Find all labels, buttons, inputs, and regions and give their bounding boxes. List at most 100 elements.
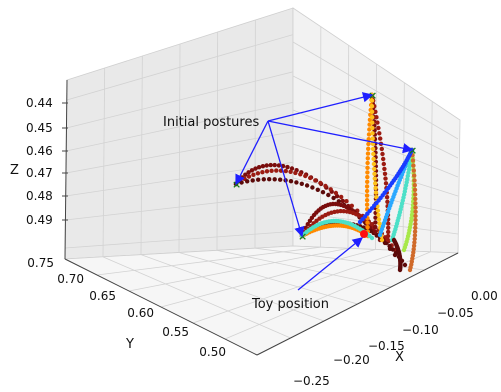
z-axis-label: Z <box>10 163 19 178</box>
trajectory-point <box>369 222 375 227</box>
trajectory-point <box>369 109 375 115</box>
trajectory-point <box>412 173 417 178</box>
trajectory-point <box>344 199 349 204</box>
trajectory-point <box>411 243 417 248</box>
trajectory-point <box>246 174 252 179</box>
grid-line <box>254 247 425 271</box>
trajectory-point <box>382 171 388 176</box>
trajectory-point <box>372 229 378 235</box>
trajectory-point <box>373 220 378 225</box>
trajectory-point <box>364 198 370 203</box>
trajectory-point <box>246 170 251 175</box>
trajectory-point <box>298 172 303 177</box>
trajectory-point <box>333 190 339 196</box>
trajectory-point <box>380 151 385 157</box>
trajectory-point <box>369 104 375 109</box>
trajectory-point <box>373 190 379 195</box>
trajectory-point <box>308 175 313 181</box>
trajectory-point <box>255 171 261 176</box>
trajectory-point <box>376 212 381 218</box>
trajectory-point <box>289 166 295 171</box>
trajectory-point <box>413 221 418 227</box>
trajectory-point <box>365 170 370 175</box>
trajectory-point <box>366 146 371 151</box>
grid-line <box>347 45 350 249</box>
trajectory-point <box>366 141 371 147</box>
x-axis-label: X <box>395 350 404 365</box>
trajectory-point <box>365 179 370 184</box>
trajectory-point <box>412 183 417 188</box>
trajectory-point <box>373 109 378 115</box>
trajectory-point <box>372 176 377 181</box>
annotation-toy-position: Toy position <box>251 297 329 312</box>
y-tick-label: 0.60 <box>127 306 154 320</box>
grid-line <box>140 55 143 255</box>
trajectory-point <box>285 164 290 170</box>
trajectory-point <box>372 171 377 176</box>
trajectory-point <box>402 262 408 268</box>
trajectory-point <box>339 194 344 200</box>
trajectory-point <box>373 225 378 230</box>
trajectory-point <box>381 156 386 162</box>
x-axis-line <box>256 252 459 356</box>
trajectory-point <box>413 201 418 206</box>
trajectory-point <box>413 209 418 214</box>
trajectory-point <box>365 220 370 225</box>
trajectory-point <box>372 166 377 172</box>
trajectory-point <box>288 179 294 184</box>
trajectory-point <box>320 190 326 195</box>
trajectory-point <box>376 125 381 131</box>
trajectory-point <box>411 163 416 168</box>
trajectory-point <box>381 161 386 167</box>
trajectory-point <box>409 212 415 217</box>
axis-frame <box>64 79 459 356</box>
trajectory-point <box>413 205 418 210</box>
trajectory-point <box>413 192 418 197</box>
y-tick-label: 0.50 <box>199 345 226 359</box>
trajectory-point <box>386 225 391 230</box>
z-tick-label: 0.48 <box>26 189 53 203</box>
trajectory-point <box>310 185 315 190</box>
trajectory-point <box>267 177 272 182</box>
toy-marker <box>360 230 368 238</box>
trajectory-point <box>370 115 375 120</box>
z-tick-label: 0.45 <box>26 121 53 135</box>
x-tick-label: 0.00 <box>471 289 498 303</box>
trajectory-point <box>299 181 304 186</box>
trajectory-point <box>371 156 376 162</box>
trajectory-point <box>383 181 389 186</box>
trajectory-point <box>379 237 385 243</box>
trajectory-point <box>268 162 273 168</box>
trajectory-point <box>387 243 392 249</box>
trajectory-point <box>328 187 333 192</box>
trajectory-point <box>407 267 413 273</box>
trajectory-point <box>370 146 376 152</box>
trajectory-point <box>411 168 416 173</box>
trajectory-point <box>386 221 391 226</box>
trajectory-point <box>365 160 370 166</box>
trajectory-point <box>370 136 375 141</box>
trajectory-point <box>377 232 383 238</box>
trajectory-point <box>385 233 391 239</box>
trajectory-point <box>377 131 382 136</box>
start-marker: × <box>232 178 241 191</box>
trajectory-point <box>293 170 298 176</box>
trajectory-point <box>397 267 403 273</box>
trajectory-point <box>385 237 391 243</box>
annotation-arrow <box>235 120 269 186</box>
trajectory-point <box>370 131 375 136</box>
trajectory-point <box>412 236 417 242</box>
trajectory-point <box>412 187 418 192</box>
z-tick-label: 0.44 <box>26 96 53 110</box>
x-tick-label: −0.25 <box>293 374 330 388</box>
trajectory-point <box>412 240 417 245</box>
trajectory-point <box>260 170 265 175</box>
annotation-arrow <box>267 120 305 238</box>
trajectory-point <box>276 163 282 168</box>
trajectory-point <box>371 161 377 167</box>
trajectory-point <box>374 115 379 120</box>
trajectory-point <box>304 183 310 188</box>
trajectory-point <box>340 198 345 204</box>
trajectory-point <box>261 177 266 182</box>
